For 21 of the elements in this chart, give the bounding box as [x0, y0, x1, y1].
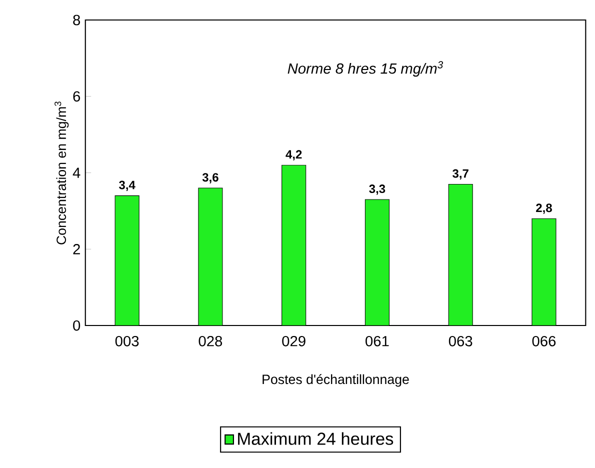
- legend-label: Maximum 24 heures: [238, 432, 394, 445]
- text: 3,3: [369, 184, 386, 195]
- y-tick-label: 6: [73, 91, 80, 102]
- x-axis-title: Postes d'échantillonnage: [262, 374, 409, 387]
- x-tick-label: 061: [366, 336, 389, 346]
- x-tick-label: 003: [115, 336, 139, 346]
- x-tick-label: 063: [448, 336, 472, 346]
- x-tick-label: 028: [198, 336, 222, 346]
- annotation: Norme 8 hres 15 mg/m$^{3}$: [288, 61, 444, 77]
- y-tick-label: 0: [73, 320, 80, 331]
- text: 3,6: [202, 172, 218, 184]
- y-tick-label: 2: [73, 244, 80, 254]
- text: 3,7: [452, 169, 468, 180]
- text: 4,2: [286, 150, 302, 160]
- text: 3,4: [119, 180, 136, 191]
- x-tick-label: 029: [282, 336, 306, 346]
- text: 2,8: [536, 204, 552, 214]
- y-tick-label: 8: [73, 14, 80, 26]
- y-axis-title: Concentration en mg/m$^{3}$: [54, 101, 69, 244]
- x-tick-label: 066: [532, 336, 556, 346]
- y-tick-label: 4: [72, 168, 80, 178]
